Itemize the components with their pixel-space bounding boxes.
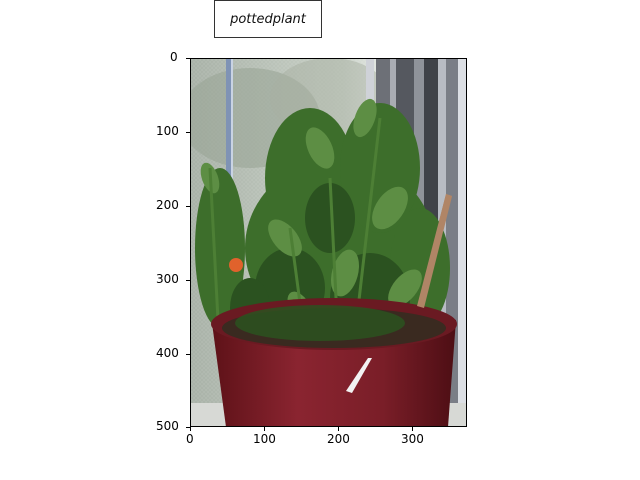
y-tick-label: 300	[156, 272, 179, 286]
y-tick-mark	[186, 354, 190, 355]
y-tick-label: 500	[156, 419, 179, 433]
y-tick-label: 400	[156, 346, 179, 360]
x-tick-mark	[412, 427, 413, 431]
x-tick-label: 300	[401, 432, 424, 446]
x-tick-label: 0	[186, 432, 194, 446]
y-tick-mark	[186, 58, 190, 59]
x-tick-mark	[264, 427, 265, 431]
y-tick-label: 0	[170, 50, 178, 64]
y-tick-label: 100	[156, 124, 179, 138]
x-tick-mark	[338, 427, 339, 431]
x-tick-label: 200	[327, 432, 350, 446]
x-tick-label: 100	[253, 432, 276, 446]
class-label-box: pottedplant	[214, 0, 322, 38]
y-tick-label: 200	[156, 198, 179, 212]
y-tick-mark	[186, 206, 190, 207]
y-tick-mark	[186, 132, 190, 133]
y-tick-mark	[186, 427, 190, 428]
y-tick-mark	[186, 280, 190, 281]
potted-plant-photo-icon	[190, 58, 467, 427]
x-tick-mark	[190, 427, 191, 431]
image-panel	[190, 58, 467, 427]
class-label-text: pottedplant	[230, 11, 306, 27]
